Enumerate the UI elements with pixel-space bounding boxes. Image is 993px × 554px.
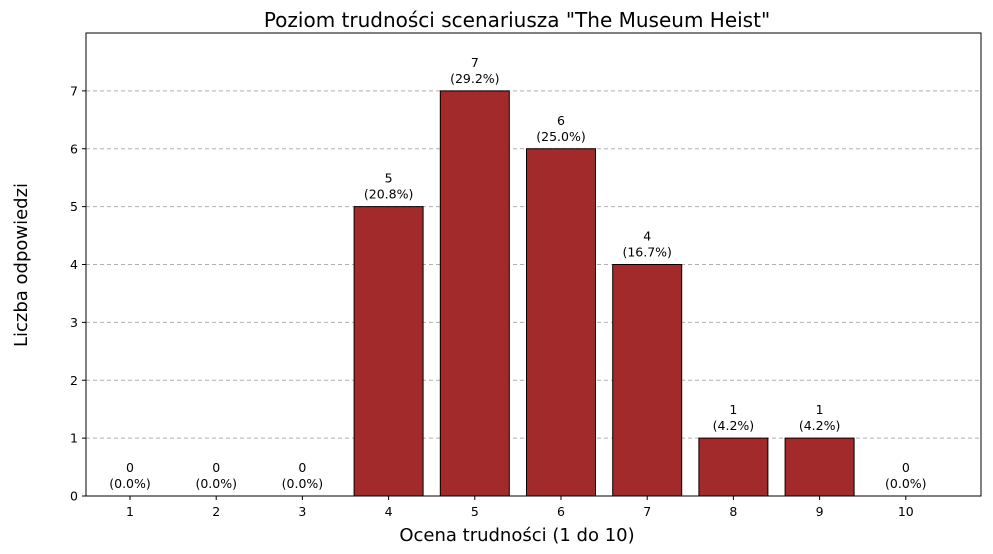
bar-percent-label: (0.0%) — [109, 476, 151, 491]
x-tick-label: 3 — [298, 504, 306, 519]
bar-value-label: 0 — [212, 460, 220, 475]
bar-value-label: 0 — [902, 460, 910, 475]
bar-percent-label: (16.7%) — [622, 245, 671, 260]
bar-percent-label: (0.0%) — [282, 476, 324, 491]
y-tick-label: 5 — [70, 199, 78, 214]
y-tick-label: 6 — [70, 141, 78, 156]
bar-value-label: 4 — [643, 229, 651, 244]
bar-percent-label: (4.2%) — [713, 418, 755, 433]
bar-6 — [526, 148, 596, 497]
bar-value-label: 1 — [816, 402, 824, 417]
y-tick-label: 4 — [70, 257, 78, 272]
bar-value-label: 0 — [298, 460, 306, 475]
bar-9 — [784, 437, 855, 497]
bar-value-label: 0 — [126, 460, 134, 475]
y-tick-label: 2 — [70, 373, 78, 388]
x-tick-label: 10 — [898, 504, 914, 519]
bar-7 — [612, 264, 683, 497]
y-tick-label: 3 — [70, 315, 78, 330]
x-tick-label: 5 — [471, 504, 479, 519]
bar-percent-label: (0.0%) — [885, 476, 927, 491]
x-tick-label: 7 — [643, 504, 651, 519]
plot-frame — [85, 32, 982, 497]
x-tick-label: 6 — [557, 504, 565, 519]
y-tick-label: 1 — [70, 431, 78, 446]
y-tick-label: 0 — [70, 489, 78, 504]
x-tick-label: 1 — [126, 504, 134, 519]
x-tick-label: 2 — [212, 504, 220, 519]
data-label-layer: 0(0.0%)0(0.0%)0(0.0%)5(20.8%)7(29.2%)6(2… — [109, 55, 926, 491]
bar-value-label: 7 — [471, 55, 479, 70]
bar-percent-label: (25.0%) — [536, 129, 585, 144]
bar-layer — [353, 90, 855, 497]
y-axis-label: Liczba odpowiedzi — [11, 183, 32, 347]
bar-value-label: 6 — [557, 113, 565, 128]
x-tick-label: 8 — [729, 504, 737, 519]
bar-percent-label: (0.0%) — [195, 476, 237, 491]
bar-percent-label: (29.2%) — [450, 71, 499, 86]
bar-value-label: 5 — [385, 171, 393, 186]
bar-percent-label: (20.8%) — [364, 187, 413, 202]
chart-title: Poziom trudności scenariusza "The Museum… — [264, 8, 770, 32]
bar-8 — [698, 437, 769, 497]
bar-value-label: 1 — [729, 402, 737, 417]
y-tick-label: 7 — [70, 83, 78, 98]
x-tick-label: 4 — [385, 504, 393, 519]
x-tick-label: 9 — [816, 504, 824, 519]
bar-percent-label: (4.2%) — [799, 418, 841, 433]
bar-4 — [353, 206, 424, 497]
bar-5 — [439, 90, 510, 497]
x-axis-label: Ocena trudności (1 do 10) — [399, 525, 634, 546]
